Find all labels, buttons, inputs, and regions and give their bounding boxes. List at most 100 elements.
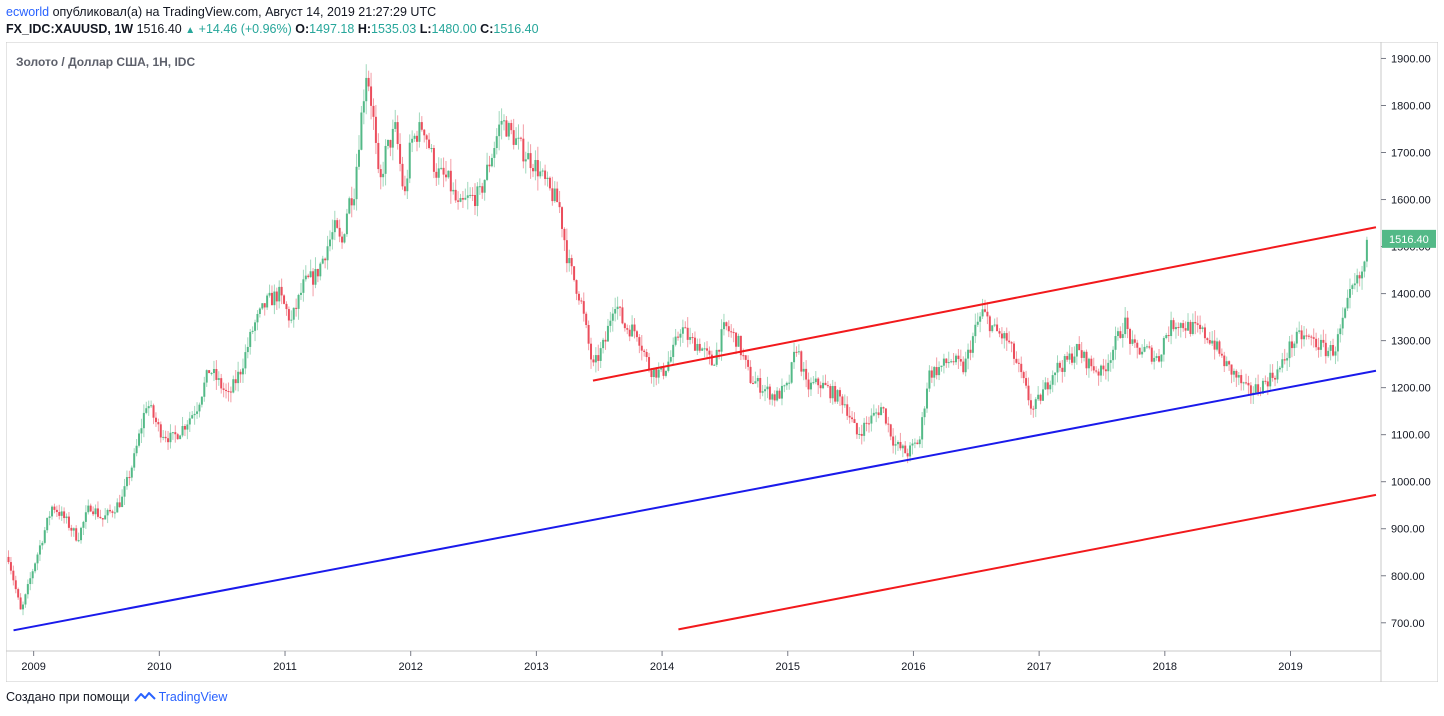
candle-body [70,527,73,531]
candle-body [483,179,486,193]
candle-body [17,589,20,598]
candle-body [84,512,87,522]
candle-body [846,404,849,416]
candle-body [309,271,312,278]
candle-body [1363,261,1366,272]
candle-body [563,228,566,241]
candle-body [824,382,827,386]
candle-body [1090,358,1093,367]
chart-container[interactable]: Золото / Доллар США, 1Н, IDC 700.00 800.0… [5,41,1439,683]
candle-body [384,145,387,174]
candle-body [145,408,148,413]
candle-body [590,343,593,360]
candle-body [800,351,803,372]
candle-body [389,139,392,148]
candle-body [80,527,83,541]
candle-body [718,349,721,352]
candle-body [150,405,153,407]
candle-body [312,271,315,285]
candle-body [338,227,341,237]
candle-body [875,412,878,414]
candle-body [41,542,44,546]
candle-body [597,355,600,361]
candle-body [904,445,907,454]
candle-body [1160,354,1163,362]
x-tick-label: 2010 [147,661,171,673]
x-axis: 2009 2010 2011 2012 2013 2014 2015 2016 2017 2018… [21,651,1303,673]
candle-body [237,371,240,384]
candle-body [1100,365,1103,376]
candle-body [952,361,955,363]
candle-body [336,220,339,228]
high-value: 1535.03 [371,22,417,36]
candle-body [239,371,242,375]
candle-body [493,148,496,158]
candle-body [220,378,223,389]
candle-body [48,516,51,518]
candle-body [1356,275,1359,284]
candle-body [428,139,431,149]
candle-body [87,505,90,513]
candle-body [1172,320,1175,330]
candle-body [976,321,979,325]
candle-body [382,173,385,178]
candle-body [834,386,837,402]
candle-body [662,366,665,376]
candle-body [423,129,426,136]
candle-body [674,336,677,345]
candle-body [457,200,460,202]
candle-body [771,394,774,400]
candle-body [1061,367,1064,372]
candle-body [280,286,283,296]
candle-body [1143,346,1146,352]
candle-body [379,169,382,178]
candle-body [99,516,102,519]
author-link[interactable]: ecworld [6,5,50,19]
candle-body [925,388,928,409]
y-tick-label: 1700.00 [1391,148,1431,160]
candle-body [26,584,29,595]
candle-body [635,331,638,338]
trend-lines-group[interactable] [13,226,1377,632]
candle-body [399,143,402,164]
trend-line[interactable] [13,369,1377,632]
candle-body [921,417,924,440]
candle-body [440,167,443,169]
candle-body [841,396,844,406]
candle-body [527,153,530,160]
candle-body [698,343,701,351]
candle-body [884,408,887,424]
candle-body [1312,337,1315,339]
candle-body [1237,375,1240,378]
candle-body [621,307,624,324]
candle-body [396,122,399,144]
candle-body [998,331,1001,334]
candle-body [461,198,464,200]
candle-body [196,411,199,414]
candle-body [930,370,933,378]
candle-body [522,138,525,162]
candle-body [498,124,501,137]
candle-body [121,496,124,507]
candle-body [986,311,989,317]
candle-body [1232,370,1235,375]
candle-body [648,357,651,371]
candle-body [1269,372,1272,387]
candle-body [362,101,365,113]
price-chart[interactable]: Золото / Доллар США, 1Н, IDC 700.00 800.0… [5,41,1439,683]
candle-body [626,328,629,330]
candle-body [229,391,232,393]
candle-body [488,164,491,167]
candle-body [270,292,273,306]
candle-body [964,358,967,373]
candle-body [328,239,331,247]
candle-body [979,316,982,322]
trend-line[interactable] [592,226,1377,382]
candle-body [1005,333,1008,341]
trend-line[interactable] [678,493,1377,631]
candle-body [657,369,660,378]
candle-body [135,445,138,454]
candle-body [913,442,916,444]
tradingview-link[interactable]: TradingView [133,690,227,704]
candle-body [609,320,612,326]
